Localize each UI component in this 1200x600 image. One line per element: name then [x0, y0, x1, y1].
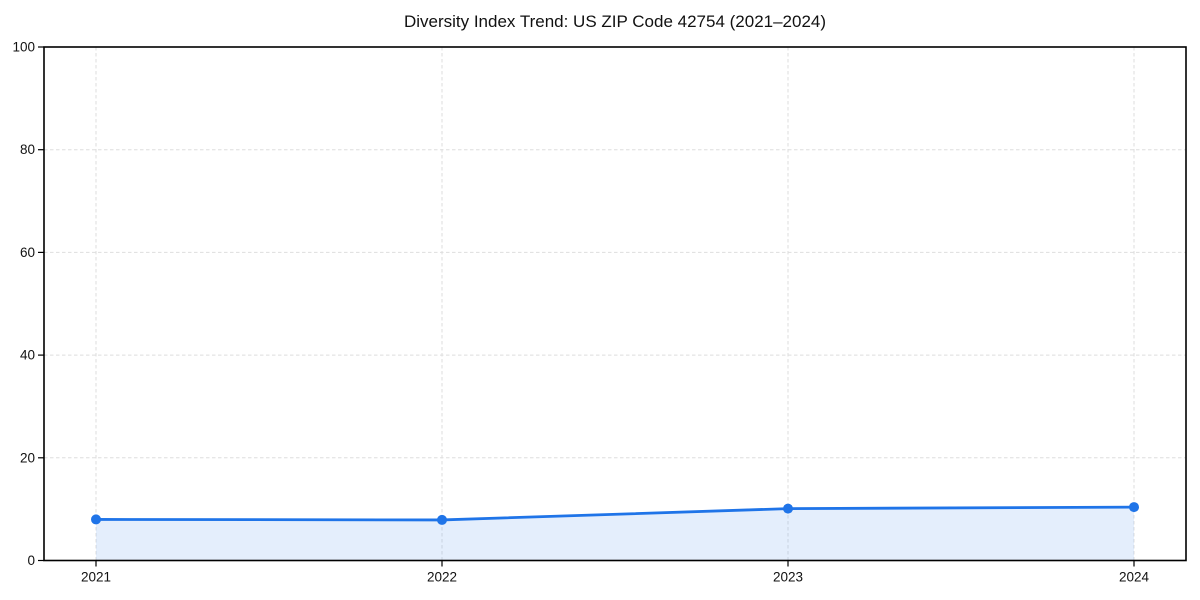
y-tick-label: 80 [20, 142, 35, 157]
y-tick-label: 40 [20, 348, 35, 363]
data-point-2024 [1129, 502, 1139, 513]
x-tick-label: 2022 [427, 570, 457, 585]
data-point-2022 [437, 514, 447, 525]
y-tick-label: 20 [20, 450, 35, 465]
x-tick-label: 2024 [1119, 570, 1150, 585]
x-tick-label: 2021 [81, 570, 111, 585]
y-tick-label: 60 [20, 245, 35, 260]
x-tick-label: 2023 [773, 570, 803, 585]
data-point-2021 [91, 514, 101, 525]
y-tick-label: 0 [27, 553, 35, 568]
data-point-2023 [783, 503, 793, 514]
plot-frame [43, 46, 1187, 562]
y-tick-label: 100 [12, 40, 35, 55]
trend-line [94, 505, 1136, 522]
chart-title: Diversity Index Trend: US ZIP Code 42754… [403, 12, 827, 31]
